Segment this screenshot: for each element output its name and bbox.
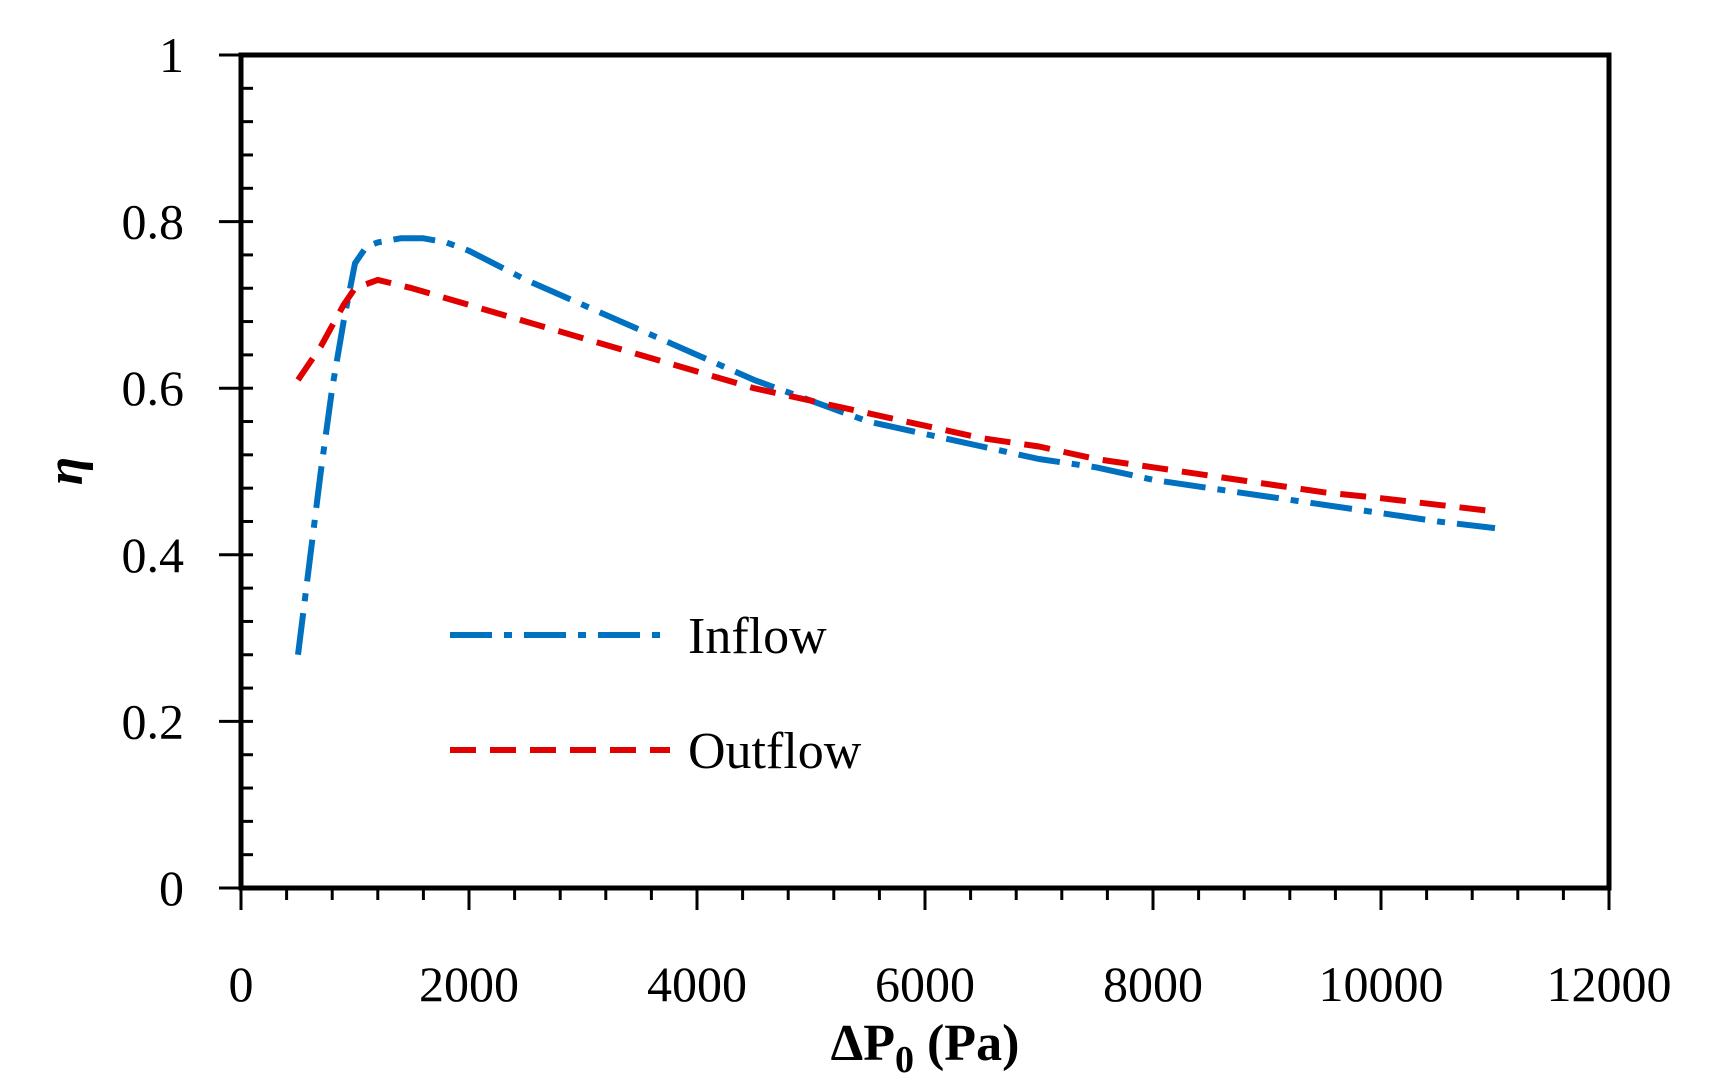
x-tick-label: 6000	[875, 956, 975, 1012]
x-axis-title-main: ΔP	[831, 1015, 895, 1072]
x-axis-title: ΔP0 (Pa)	[831, 1015, 1020, 1081]
legend-label-outflow: Outflow	[688, 723, 862, 780]
series-line-inflow	[295, 235, 1496, 656]
x-tick-label: 0	[229, 956, 254, 1012]
x-tick-label: 4000	[647, 956, 747, 1012]
x-tick-label: 12000	[1547, 956, 1672, 1012]
y-tick-labels: 0 0.2 0.4 0.6 0.8 1	[122, 27, 185, 916]
series-layer	[295, 235, 1496, 656]
x-tick-label: 2000	[419, 956, 519, 1012]
y-tick-label: 0.6	[122, 360, 185, 416]
x-axis-title-subscript: 0	[895, 1039, 914, 1081]
y-axis-title: η	[37, 457, 94, 486]
y-tick-label: 0.4	[122, 527, 185, 583]
major-ticks	[219, 53, 1611, 910]
y-tick-label: 0.2	[122, 693, 185, 749]
plot-frame	[238, 52, 1612, 891]
y-tick-label: 0	[159, 860, 184, 916]
x-axis-title-unit: (Pa)	[914, 1015, 1019, 1072]
legend-label-inflow: Inflow	[688, 608, 827, 665]
y-tick-label: 1	[159, 27, 184, 83]
minor-ticks	[239, 53, 1611, 900]
x-tick-label: 8000	[1103, 956, 1203, 1012]
y-tick-label: 0.8	[122, 194, 185, 250]
x-tick-label: 10000	[1319, 956, 1444, 1012]
legend: Inflow Outflow	[450, 608, 862, 780]
x-tick-labels: 0 2000 4000 6000 8000 10000 12000	[229, 956, 1672, 1012]
series-line-outflow	[295, 276, 1496, 515]
